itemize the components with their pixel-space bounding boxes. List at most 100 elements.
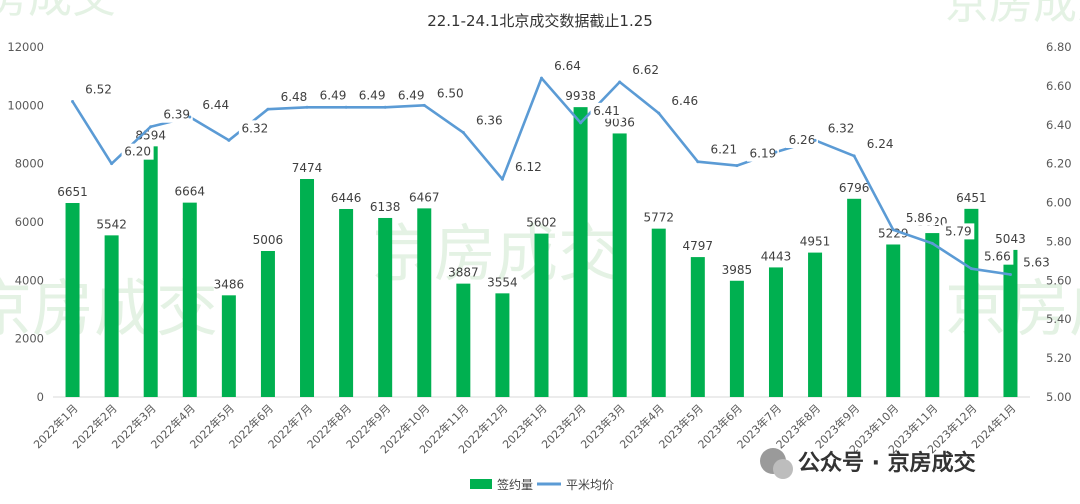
bar-data-label: 8594 [135, 128, 166, 142]
line-point [383, 105, 387, 109]
line-data-label: 6.41 [593, 104, 620, 118]
line-data-label: 6.32 [242, 121, 269, 135]
y-axis-left: 0 2000 4000 6000 8000 10000 12000 [7, 40, 44, 404]
chart-title: 22.1-24.1北京成交数据截止1.25 [427, 12, 653, 30]
line-data-label: 6.39 [163, 108, 190, 122]
line-point [188, 115, 192, 119]
bar-data-label: 6138 [370, 200, 401, 214]
line-series: 6.52 6.20 6.39 6.44 6.32 6.48 6.49 6.49 6.49 6.50… [71, 58, 1053, 276]
bar [573, 107, 588, 398]
legend-label-bar: 签约量 [497, 477, 533, 492]
line-data-label-bg [473, 112, 506, 129]
watermark-text-top-left: 京房成交 [0, 0, 116, 23]
y-left-tick-label: 12000 [7, 40, 44, 54]
bar [964, 208, 979, 397]
y-right-tick-label: 6.40 [1046, 118, 1072, 132]
bar [182, 202, 197, 397]
line-data-label: 6.20 [124, 145, 151, 159]
y-right-tick-label: 5.60 [1046, 273, 1072, 287]
bar [260, 250, 275, 397]
line-point [969, 267, 973, 271]
line-data-label: 5.79 [945, 224, 972, 238]
y-right-tick-label: 5.80 [1046, 234, 1072, 248]
line-point [500, 177, 504, 181]
line-point [774, 150, 778, 154]
legend-label-line: 平米均价 [566, 478, 614, 492]
line-data-label-bg [942, 223, 975, 240]
bar [690, 257, 705, 397]
line-data-label-bg [512, 159, 545, 176]
line-data-label: 6.19 [750, 147, 777, 161]
y-right-tick-label: 6.80 [1046, 40, 1072, 54]
bar-data-label: 6664 [175, 185, 206, 199]
line-data-label: 6.48 [281, 90, 308, 104]
bar [143, 146, 158, 397]
legend-swatch-bar [470, 479, 492, 489]
bar-data-label: 6796 [839, 181, 870, 195]
bar-data-label: 5043 [995, 232, 1026, 246]
bar-data-label: 5602 [526, 216, 557, 230]
bar [417, 208, 432, 397]
line-data-label-bg [864, 135, 897, 152]
y-left-tick-label: 2000 [15, 332, 44, 346]
line-data-label-bg [121, 143, 154, 160]
line-point [930, 241, 934, 245]
line-point [227, 138, 231, 142]
y-right-tick-label: 6.00 [1046, 196, 1072, 210]
bar-data-label: 6651 [57, 185, 88, 199]
line-data-label-bg [590, 102, 623, 119]
line-data-label: 6.50 [437, 86, 464, 100]
bar [886, 244, 901, 397]
bar [221, 295, 236, 397]
bar-data-label: 3887 [448, 266, 479, 280]
bar [808, 252, 823, 397]
line-data-label: 6.49 [320, 88, 347, 102]
line-point [422, 103, 426, 107]
line-point [852, 154, 856, 158]
line-point [344, 105, 348, 109]
bar [378, 217, 393, 397]
line-data-label: 6.21 [710, 143, 737, 157]
line-data-label: 6.24 [867, 137, 894, 151]
line-point [266, 107, 270, 111]
bar [847, 198, 862, 397]
bar-data-label: 4797 [683, 239, 714, 253]
line-data-label: 6.52 [85, 82, 112, 96]
line-data-label: 6.49 [359, 88, 386, 102]
bar-data-label: 4951 [800, 235, 831, 249]
bar-data-label: 3985 [722, 263, 753, 277]
line-data-label: 6.46 [671, 94, 698, 108]
line-point [305, 105, 309, 109]
line-data-label: 6.36 [476, 114, 503, 128]
line-data-label-bg [903, 209, 936, 226]
y-right-tick-label: 6.60 [1046, 79, 1072, 93]
line-data-label: 6.26 [789, 133, 816, 147]
line-point [110, 162, 114, 166]
y-left-tick-label: 4000 [15, 273, 44, 287]
bar-data-label: 9036 [604, 115, 635, 129]
bar-data-label: 6451 [956, 191, 987, 205]
line-point [71, 99, 75, 103]
legend: 签约量 平米均价 [470, 477, 614, 492]
bar [300, 179, 315, 397]
bar-data-label: 7474 [292, 161, 323, 175]
line-data-label: 6.62 [632, 63, 659, 77]
y-axis-right: 5.00 5.20 5.40 5.60 5.80 6.00 6.20 6.40 6.60 6.80 [1046, 40, 1072, 404]
line-point [579, 121, 583, 125]
bar-data-label: 3486 [214, 277, 245, 291]
bar [339, 208, 354, 397]
bar [768, 267, 783, 397]
line-data-label-bg [668, 93, 701, 110]
bar-data-label: 6467 [409, 190, 440, 204]
line-data-label: 5.63 [1023, 256, 1050, 270]
line-data-label-bg [160, 106, 193, 123]
line-point [891, 228, 895, 232]
line-point [461, 131, 465, 135]
bar [534, 233, 549, 397]
bar-series: 6651 5542 8594 6664 3486 5006 7474 6446 6138 6467… [57, 89, 1026, 398]
line-point [618, 80, 622, 84]
wechat-icon-bubble [773, 459, 793, 479]
line-point [735, 164, 739, 168]
line-data-label: 6.49 [398, 88, 425, 102]
